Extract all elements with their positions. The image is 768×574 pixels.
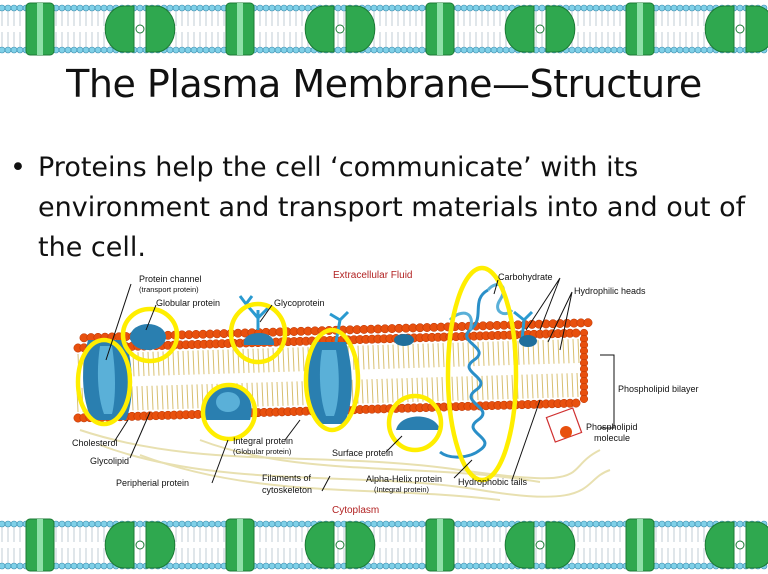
phospholipid-molecule-marker	[545, 407, 583, 443]
alpha-helix-label: Alpha-Helix protein	[366, 474, 442, 484]
globular-protein	[130, 324, 166, 350]
bullet-text: Proteins help the cell ‘communicate’ wit…	[38, 152, 746, 263]
bullet-point: • Proteins help the cell ‘communicate’ w…	[10, 148, 750, 268]
hydrophobic-tails-label: Hydrophobic tails	[458, 477, 528, 487]
bottom-membrane-border	[0, 518, 768, 572]
phospholipid-molecule-label-1: Phospholipid	[586, 422, 638, 432]
surface-protein	[396, 416, 440, 430]
integral-protein-large	[307, 342, 352, 424]
glycoprotein-label: Glycoprotein	[274, 298, 325, 308]
extracellular-fluid-label: Extracellular Fluid	[333, 270, 412, 281]
phospholipid-molecule-label-2: molecule	[594, 433, 630, 443]
protein-channel-sublabel: (transport protein)	[139, 285, 199, 294]
bullet-dot: •	[10, 152, 26, 183]
filaments-label-1: Filaments of	[262, 473, 312, 483]
plasma-membrane-diagram: Extracellular Fluid Cytoplasm Protein ch…	[72, 265, 699, 516]
glycoprotein	[238, 295, 275, 345]
phospholipid-bilayer-label: Phospholipid bilayer	[618, 384, 699, 394]
surface-protein-label: Surface protein	[332, 448, 393, 458]
cholesterol-label: Cholesterol	[72, 438, 118, 448]
integral-protein-sublabel: (Globular protein)	[233, 447, 292, 456]
carbohydrate-chain	[329, 310, 534, 343]
alpha-helix-protein	[439, 283, 514, 459]
highlight-circles	[75, 265, 519, 483]
glycolipid-label: Glycolipid	[90, 456, 129, 466]
leader-lines	[105, 277, 615, 492]
hydrophilic-heads-label: Hydrophilic heads	[574, 286, 646, 296]
carbohydrate-label: Carbohydrate	[498, 272, 553, 282]
peripherial-protein-label: Peripherial protein	[116, 478, 189, 488]
integral-protein-label: Integral protein	[233, 436, 293, 446]
blue-lipid-patches	[394, 334, 537, 347]
cytoplasm-label: Cytoplasm	[332, 505, 379, 516]
protein-channel	[83, 340, 132, 420]
integral-protein	[204, 385, 252, 420]
cytoskeleton-filaments	[79, 429, 611, 501]
filaments-label-2: cytoskeleton	[262, 485, 312, 495]
globular-protein-label: Globular protein	[156, 298, 220, 308]
alpha-helix-sublabel: (Integral protein)	[374, 485, 430, 494]
page-title: The Plasma Membrane—Structure	[66, 62, 702, 106]
top-membrane-border	[0, 2, 768, 56]
protein-channel-label: Protein channel	[139, 274, 202, 284]
